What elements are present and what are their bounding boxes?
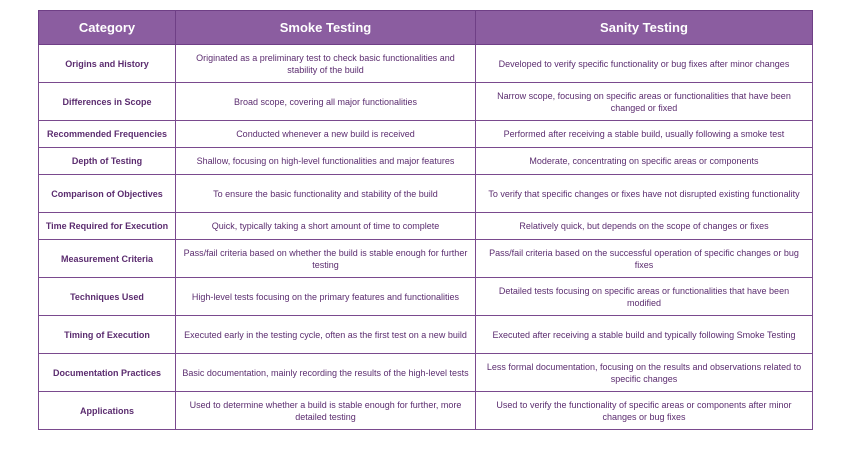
row-category: Documentation Practices bbox=[38, 353, 176, 392]
row-sanity: Performed after receiving a stable build… bbox=[475, 120, 813, 148]
row-category: Recommended Frequencies bbox=[38, 120, 176, 148]
row-category: Timing of Execution bbox=[38, 315, 176, 354]
table-row: Comparison of Objectives To ensure the b… bbox=[38, 174, 813, 213]
row-sanity: To verify that specific changes or fixes… bbox=[475, 174, 813, 213]
row-smoke: High-level tests focusing on the primary… bbox=[175, 277, 476, 316]
row-smoke: Executed early in the testing cycle, oft… bbox=[175, 315, 476, 354]
row-sanity: Detailed tests focusing on specific area… bbox=[475, 277, 813, 316]
row-smoke: Basic documentation, mainly recording th… bbox=[175, 353, 476, 392]
row-category: Measurement Criteria bbox=[38, 239, 176, 278]
row-sanity: Developed to verify specific functionali… bbox=[475, 44, 813, 83]
row-sanity: Relatively quick, but depends on the sco… bbox=[475, 212, 813, 240]
row-category: Differences in Scope bbox=[38, 82, 176, 121]
row-smoke: Used to determine whether a build is sta… bbox=[175, 391, 476, 430]
header-sanity-testing: Sanity Testing bbox=[475, 10, 813, 45]
table-row: Recommended Frequencies Conducted whenev… bbox=[38, 120, 813, 148]
row-category: Depth of Testing bbox=[38, 147, 176, 175]
table-row: Timing of Execution Executed early in th… bbox=[38, 315, 813, 354]
row-category: Time Required for Execution bbox=[38, 212, 176, 240]
row-sanity: Less formal documentation, focusing on t… bbox=[475, 353, 813, 392]
row-smoke: Shallow, focusing on high-level function… bbox=[175, 147, 476, 175]
header-smoke-testing: Smoke Testing bbox=[175, 10, 476, 45]
row-sanity: Used to verify the functionality of spec… bbox=[475, 391, 813, 430]
row-smoke: To ensure the basic functionality and st… bbox=[175, 174, 476, 213]
header-category: Category bbox=[38, 10, 176, 45]
row-category: Comparison of Objectives bbox=[38, 174, 176, 213]
table-row: Depth of Testing Shallow, focusing on hi… bbox=[38, 147, 813, 175]
table-row: Time Required for Execution Quick, typic… bbox=[38, 212, 813, 240]
table-row: Measurement Criteria Pass/fail criteria … bbox=[38, 239, 813, 278]
table-row: Differences in Scope Broad scope, coveri… bbox=[38, 82, 813, 121]
table-row: Documentation Practices Basic documentat… bbox=[38, 353, 813, 392]
row-smoke: Quick, typically taking a short amount o… bbox=[175, 212, 476, 240]
row-smoke: Originated as a preliminary test to chec… bbox=[175, 44, 476, 83]
row-sanity: Executed after receiving a stable build … bbox=[475, 315, 813, 354]
row-sanity: Narrow scope, focusing on specific areas… bbox=[475, 82, 813, 121]
table-row: Origins and History Originated as a prel… bbox=[38, 44, 813, 83]
table-row: Techniques Used High-level tests focusin… bbox=[38, 277, 813, 316]
row-sanity: Pass/fail criteria based on the successf… bbox=[475, 239, 813, 278]
row-category: Applications bbox=[38, 391, 176, 430]
table-header-row: Category Smoke Testing Sanity Testing bbox=[38, 10, 813, 45]
comparison-table-container: Category Smoke Testing Sanity Testing Or… bbox=[38, 10, 813, 430]
row-category: Techniques Used bbox=[38, 277, 176, 316]
row-smoke: Conducted whenever a new build is receiv… bbox=[175, 120, 476, 148]
comparison-table: Category Smoke Testing Sanity Testing Or… bbox=[38, 10, 813, 430]
table-row: Applications Used to determine whether a… bbox=[38, 391, 813, 430]
row-smoke: Broad scope, covering all major function… bbox=[175, 82, 476, 121]
row-sanity: Moderate, concentrating on specific area… bbox=[475, 147, 813, 175]
row-smoke: Pass/fail criteria based on whether the … bbox=[175, 239, 476, 278]
row-category: Origins and History bbox=[38, 44, 176, 83]
